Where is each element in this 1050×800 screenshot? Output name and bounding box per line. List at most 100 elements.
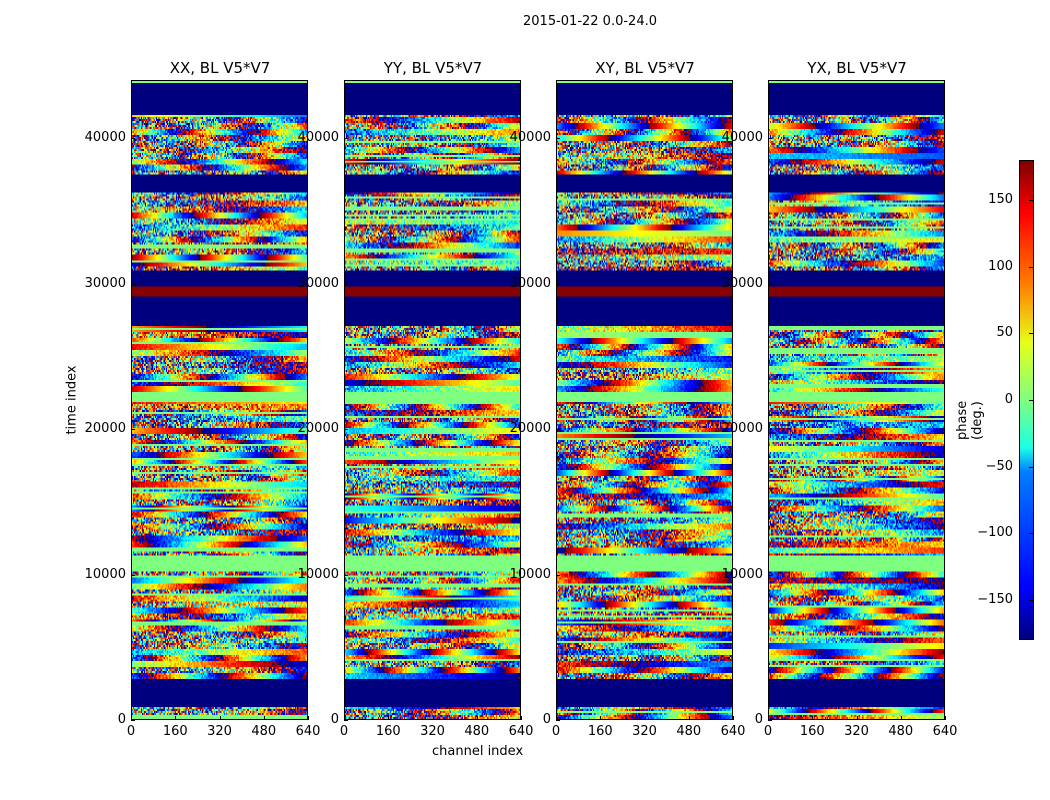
figure-title: 2015-01-22 0.0-24.0	[523, 14, 657, 29]
x-tick-label: 320	[420, 724, 445, 739]
y-tick-label: 0	[117, 712, 126, 727]
x-tick-mark	[476, 716, 478, 720]
y-tick-label: 10000	[297, 566, 339, 582]
colorbar-tick-label: −50	[985, 458, 1013, 474]
panel-title: YX, BL V5*V7	[807, 59, 907, 77]
colorbar-tick-label: −150	[977, 592, 1013, 607]
y-tick-label: 20000	[509, 421, 551, 437]
colorbar-tick-mark	[1029, 466, 1034, 468]
y-tick-label: 30000	[721, 275, 763, 291]
y-tick-mark	[556, 574, 560, 576]
x-tick-label: 320	[844, 724, 869, 739]
x-tick-mark	[131, 716, 132, 720]
colorbar-tick-label: 0	[1004, 392, 1013, 407]
y-tick-label: 40000	[297, 130, 339, 146]
x-tick-label: 480	[464, 724, 490, 739]
x-tick-mark	[219, 716, 221, 720]
heatmap-image	[557, 81, 732, 719]
x-tick-label: 640	[508, 724, 534, 739]
x-tick-mark	[768, 716, 769, 720]
y-tick-mark	[344, 429, 348, 431]
x-tick-mark	[733, 716, 734, 720]
colorbar-tick-mark	[1029, 400, 1034, 401]
y-tick-mark	[768, 574, 772, 576]
panel-title: YY, BL V5*V7	[383, 59, 483, 77]
y-tick-label: 30000	[509, 275, 551, 291]
y-tick-label: 10000	[509, 566, 551, 582]
x-tick-label: 160	[375, 724, 401, 739]
y-axis-label: time index	[64, 365, 80, 435]
x-tick-label: 0	[126, 724, 136, 739]
x-tick-label: 320	[632, 724, 657, 739]
heatmap-panel-0	[131, 80, 308, 720]
y-tick-mark	[131, 429, 135, 431]
colorbar-tick-mark	[1029, 266, 1034, 268]
x-tick-label: 0	[763, 724, 773, 739]
x-tick-mark	[812, 716, 814, 720]
x-tick-label: 160	[587, 724, 613, 739]
y-tick-mark	[344, 138, 348, 140]
colorbar-tick-mark	[1029, 200, 1034, 201]
x-tick-label: 160	[799, 724, 825, 739]
heatmap-image	[769, 81, 944, 719]
x-tick-mark	[263, 716, 265, 720]
heatmap-panel-3	[768, 80, 945, 720]
x-tick-mark	[556, 716, 557, 720]
colorbar-tick-label: 100	[988, 258, 1013, 274]
x-tick-label: 320	[207, 724, 232, 739]
y-tick-mark	[556, 138, 560, 140]
y-tick-label: 40000	[509, 130, 551, 146]
colorbar-tick-label: 50	[996, 325, 1013, 341]
x-tick-mark	[644, 716, 646, 720]
y-tick-mark	[556, 429, 560, 431]
heatmap-image	[345, 81, 520, 719]
y-tick-label: 40000	[84, 130, 126, 146]
colorbar-label: phase (deg.)	[955, 400, 985, 440]
heatmap-image	[132, 81, 307, 719]
panel-title: XY, BL V5*V7	[595, 59, 695, 77]
x-tick-mark	[388, 716, 390, 720]
y-tick-mark	[344, 574, 348, 576]
x-tick-label: 640	[932, 724, 958, 739]
y-tick-label: 0	[330, 712, 339, 727]
y-tick-mark	[131, 283, 135, 285]
x-tick-label: 640	[720, 724, 746, 739]
y-tick-label: 20000	[721, 421, 763, 437]
y-tick-mark	[768, 429, 772, 431]
x-tick-label: 480	[676, 724, 702, 739]
y-tick-label: 0	[754, 712, 763, 727]
y-tick-label: 10000	[84, 566, 126, 582]
y-tick-label: 30000	[84, 275, 126, 291]
y-tick-mark	[768, 138, 772, 140]
y-tick-mark	[131, 138, 135, 140]
x-tick-label: 480	[888, 724, 914, 739]
x-tick-mark	[308, 716, 309, 720]
x-axis-label: channel index	[432, 744, 524, 759]
x-tick-label: 640	[295, 724, 321, 739]
y-tick-mark	[556, 720, 560, 721]
y-tick-mark	[344, 283, 348, 285]
y-tick-mark	[131, 574, 135, 576]
y-tick-label: 40000	[721, 130, 763, 146]
x-tick-mark	[856, 716, 858, 720]
x-tick-mark	[688, 716, 690, 720]
y-tick-label: 30000	[297, 275, 339, 291]
heatmap-panel-2	[556, 80, 733, 720]
y-tick-label: 20000	[84, 421, 126, 437]
x-tick-mark	[521, 716, 522, 720]
colorbar-tick-label: −100	[977, 525, 1013, 541]
colorbar-tick-mark	[1029, 333, 1034, 335]
colorbar-tick-mark	[1029, 600, 1034, 601]
x-tick-mark	[344, 716, 345, 720]
colorbar-tick-mark	[1029, 533, 1034, 535]
panel-title: XX, BL V5*V7	[169, 59, 271, 77]
x-tick-mark	[600, 716, 602, 720]
y-tick-mark	[768, 720, 772, 721]
x-tick-label: 0	[551, 724, 561, 739]
y-tick-label: 0	[542, 712, 551, 727]
x-tick-mark	[945, 716, 946, 720]
x-tick-mark	[175, 716, 177, 720]
x-tick-mark	[432, 716, 434, 720]
x-tick-label: 0	[339, 724, 349, 739]
